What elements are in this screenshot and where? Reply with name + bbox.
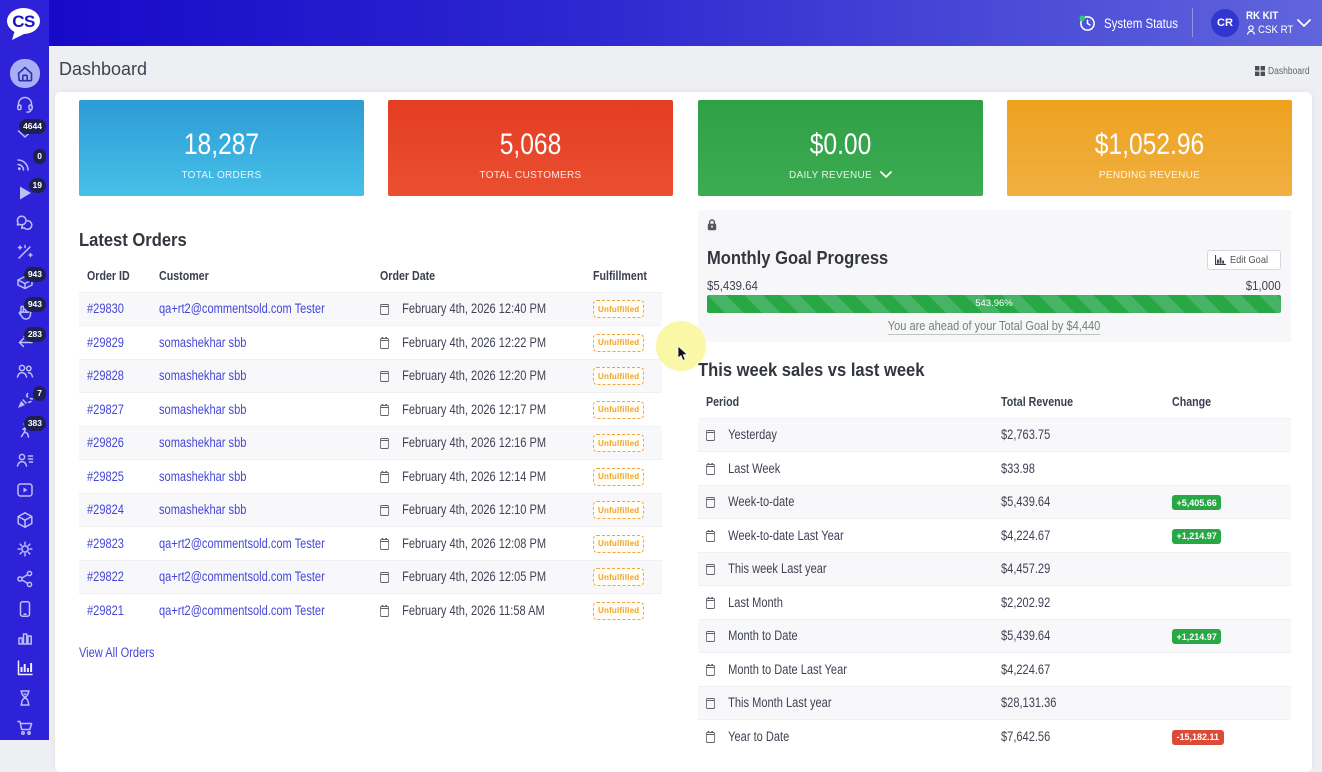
svg-text:CS: CS bbox=[12, 12, 35, 31]
